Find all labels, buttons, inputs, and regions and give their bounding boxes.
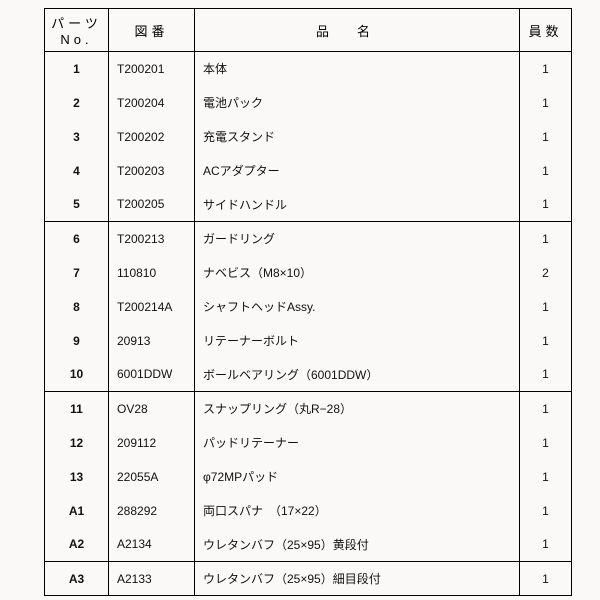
- cell-zuban: 209112: [109, 426, 195, 460]
- table-row: A2A2134ウレタンバフ（25×95）黄段付1: [45, 528, 572, 562]
- header-zuban: 図番: [109, 9, 195, 52]
- parts-list-page: パーツNo. 図番 品名 員数 1T200201本体12T200204電池パック…: [0, 0, 600, 600]
- cell-partno: 2: [45, 86, 109, 120]
- table-row: 4T200203ACアダプター1: [45, 154, 572, 188]
- cell-zuban: T200213: [109, 222, 195, 256]
- table-row: 3T200202充電スタンド1: [45, 120, 572, 154]
- cell-qty: 1: [520, 290, 572, 324]
- cell-zuban: A2134: [109, 528, 195, 562]
- cell-name: ガードリング: [195, 222, 520, 256]
- table-row: 1322055Aφ72MPパッド1: [45, 460, 572, 494]
- cell-name: リテーナーボルト: [195, 324, 520, 358]
- cell-partno: 1: [45, 52, 109, 86]
- parts-table: パーツNo. 図番 品名 員数 1T200201本体12T200204電池パック…: [44, 8, 572, 596]
- table-row: 11OV28スナップリング（丸R−28）1: [45, 392, 572, 426]
- table-row: 5T200205サイドハンドル1: [45, 188, 572, 222]
- cell-name: ナベビス（M8×10）: [195, 256, 520, 290]
- cell-zuban: 288292: [109, 494, 195, 528]
- cell-partno: 3: [45, 120, 109, 154]
- cell-name: ボールベアリング（6001DDW）: [195, 358, 520, 392]
- table-body: 1T200201本体12T200204電池パック13T200202充電スタンド1…: [45, 52, 572, 596]
- cell-partno: 4: [45, 154, 109, 188]
- cell-qty: 1: [520, 188, 572, 222]
- cell-name: シャフトヘッドAssy.: [195, 290, 520, 324]
- cell-name: パッドリテーナー: [195, 426, 520, 460]
- cell-zuban: T200201: [109, 52, 195, 86]
- cell-zuban: T200203: [109, 154, 195, 188]
- cell-name: 充電スタンド: [195, 120, 520, 154]
- cell-name: 両口スパナ （17×22）: [195, 494, 520, 528]
- table-row: 7110810ナベビス（M8×10）2: [45, 256, 572, 290]
- cell-qty: 1: [520, 52, 572, 86]
- cell-zuban: T200204: [109, 86, 195, 120]
- cell-zuban: T200205: [109, 188, 195, 222]
- cell-partno: 8: [45, 290, 109, 324]
- cell-name: ウレタンバフ（25×95）黄段付: [195, 528, 520, 562]
- cell-zuban: A2133: [109, 562, 195, 596]
- cell-qty: 1: [520, 154, 572, 188]
- table-row: 12209112パッドリテーナー1: [45, 426, 572, 460]
- cell-qty: 1: [520, 358, 572, 392]
- cell-qty: 1: [520, 460, 572, 494]
- cell-qty: 2: [520, 256, 572, 290]
- cell-name: 本体: [195, 52, 520, 86]
- cell-partno: 9: [45, 324, 109, 358]
- cell-qty: 1: [520, 86, 572, 120]
- table-row: 1T200201本体1: [45, 52, 572, 86]
- cell-qty: 1: [520, 426, 572, 460]
- cell-qty: 1: [520, 222, 572, 256]
- cell-partno: 12: [45, 426, 109, 460]
- table-row: 8T200214AシャフトヘッドAssy.1: [45, 290, 572, 324]
- cell-name: スナップリング（丸R−28）: [195, 392, 520, 426]
- header-name: 品名: [195, 9, 520, 52]
- cell-partno: 6: [45, 222, 109, 256]
- cell-partno: A1: [45, 494, 109, 528]
- table-header-row: パーツNo. 図番 品名 員数: [45, 9, 572, 52]
- cell-qty: 1: [520, 528, 572, 562]
- cell-zuban: 6001DDW: [109, 358, 195, 392]
- cell-zuban: 20913: [109, 324, 195, 358]
- cell-qty: 1: [520, 392, 572, 426]
- cell-qty: 1: [520, 562, 572, 596]
- table-row: 106001DDWボールベアリング（6001DDW）1: [45, 358, 572, 392]
- cell-qty: 1: [520, 494, 572, 528]
- cell-partno: 11: [45, 392, 109, 426]
- cell-name: ACアダプター: [195, 154, 520, 188]
- cell-zuban: T200214A: [109, 290, 195, 324]
- header-qty: 員数: [520, 9, 572, 52]
- cell-partno: 10: [45, 358, 109, 392]
- cell-zuban: OV28: [109, 392, 195, 426]
- header-partno: パーツNo.: [45, 9, 109, 52]
- table-row: 920913リテーナーボルト1: [45, 324, 572, 358]
- table-row: 2T200204電池パック1: [45, 86, 572, 120]
- cell-name: φ72MPパッド: [195, 460, 520, 494]
- cell-name: 電池パック: [195, 86, 520, 120]
- cell-zuban: 110810: [109, 256, 195, 290]
- cell-partno: A3: [45, 562, 109, 596]
- cell-zuban: T200202: [109, 120, 195, 154]
- cell-qty: 1: [520, 120, 572, 154]
- table-row: A1288292両口スパナ （17×22）1: [45, 494, 572, 528]
- cell-qty: 1: [520, 324, 572, 358]
- cell-partno: A2: [45, 528, 109, 562]
- cell-partno: 5: [45, 188, 109, 222]
- cell-partno: 13: [45, 460, 109, 494]
- table-row: A3A2133ウレタンバフ（25×95）細目段付1: [45, 562, 572, 596]
- cell-name: サイドハンドル: [195, 188, 520, 222]
- cell-partno: 7: [45, 256, 109, 290]
- cell-name: ウレタンバフ（25×95）細目段付: [195, 562, 520, 596]
- cell-zuban: 22055A: [109, 460, 195, 494]
- table-row: 6T200213ガードリング1: [45, 222, 572, 256]
